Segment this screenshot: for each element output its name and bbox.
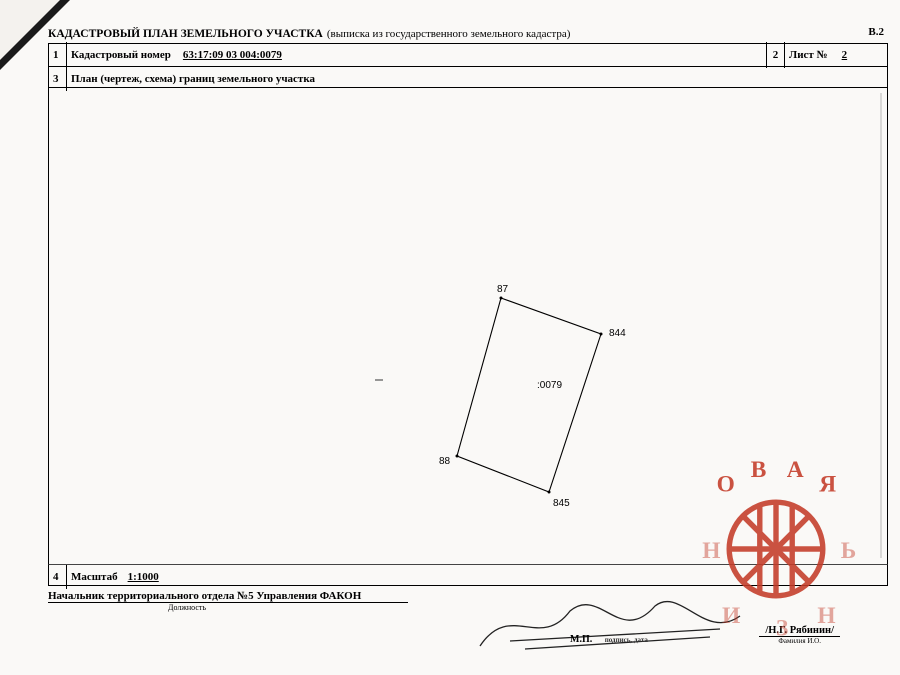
scale-row: 4 Масштаб 1:1000	[48, 564, 888, 586]
cadastral-number: 63:17:09 03 004:0079	[183, 49, 282, 61]
plan-canvas: 87 844 845 88 :0079	[48, 88, 888, 564]
header-row: 1 Кадастровый номер 63:17:09 03 004:0079…	[48, 43, 888, 67]
form-code: В.2	[868, 26, 884, 38]
cell-1-num: 1	[53, 49, 59, 61]
chief-title: Начальник территориального отдела №5 Упр…	[48, 590, 361, 602]
svg-text:88: 88	[439, 456, 451, 467]
parcel-plot: 87 844 845 88 :0079	[49, 88, 889, 564]
sheet-label: Лист №	[789, 49, 828, 61]
scale-value: 1:1000	[128, 571, 159, 583]
signer-name: /Н.Г. Рябинин/	[759, 625, 840, 637]
cell-2-num: 2	[773, 49, 779, 61]
sheet-number: 2	[832, 49, 858, 61]
cell-3-num: 3	[53, 73, 59, 85]
plan-label: План (чертеж, схема) границ земельного у…	[71, 73, 315, 85]
mp-label: М.П.	[570, 634, 592, 645]
scale-label: Масштаб	[71, 571, 118, 583]
cadastral-label: Кадастровый номер	[71, 49, 171, 61]
svg-text:844: 844	[609, 328, 626, 339]
doc-subtitle: (выписка из государственного земельного …	[327, 28, 571, 40]
signature-scribble	[470, 591, 750, 661]
svg-text:845: 845	[553, 498, 570, 509]
cell-4-num: 4	[53, 571, 59, 583]
plan-header: 3 План (чертеж, схема) границ земельного…	[48, 67, 888, 88]
svg-text:87: 87	[497, 284, 509, 295]
svg-text::0079: :0079	[537, 380, 562, 391]
signature-sublabel: подпись, дата	[605, 636, 648, 644]
signer-sublabel: Фамилия И.О.	[759, 637, 840, 645]
doc-title: КАДАСТРОВЫЙ ПЛАН ЗЕМЕЛЬНОГО УЧАСТКА	[48, 28, 323, 40]
